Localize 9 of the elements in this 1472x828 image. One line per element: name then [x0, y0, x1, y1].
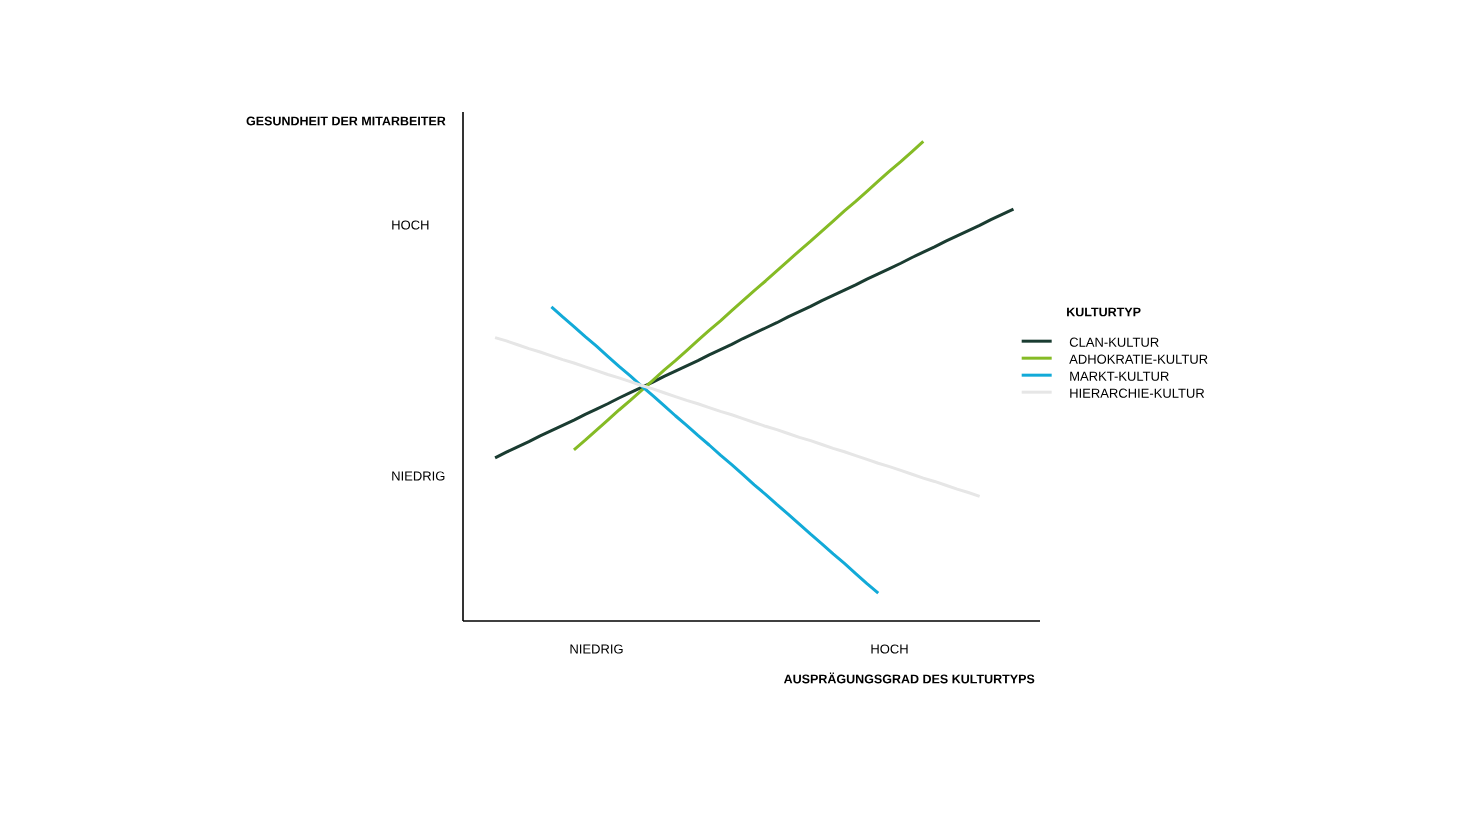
- legend-label: HIERARCHIE-KULTUR: [1070, 388, 1205, 398]
- legend-label: CLAN-KULTUR: [1069, 337, 1159, 347]
- legend-label: MARKT-KULTUR: [1070, 371, 1169, 381]
- legend-title: KULTURTYP: [1067, 307, 1141, 317]
- legend-label: ADHOKRATIE-KULTUR: [1069, 354, 1208, 364]
- text: HOCH: [392, 220, 429, 230]
- y-axis-title: GESUNDHEIT DER MITARBEITER: [246, 116, 446, 126]
- x-axis-title: AUSPRÄGUNGSGRAD DES KULTURTYPS: [783, 672, 1035, 684]
- text: NIEDRIG: [392, 471, 445, 481]
